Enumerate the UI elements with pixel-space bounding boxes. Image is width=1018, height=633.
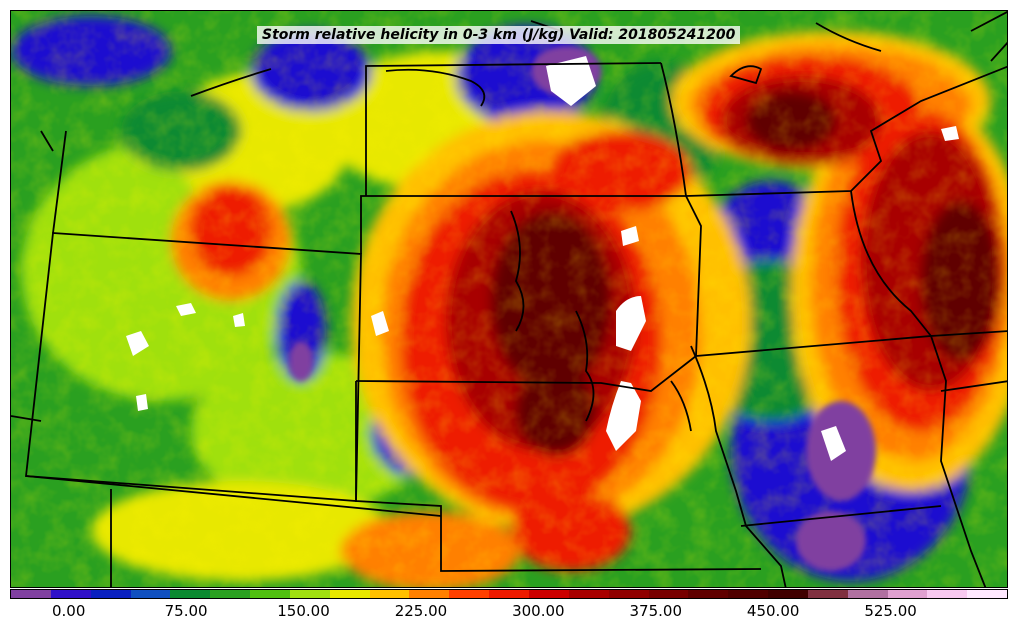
map-panel: Storm relative helicity in 0-3 km (J/kg)… bbox=[10, 10, 1008, 588]
colorbar-swatch bbox=[130, 590, 171, 598]
colorbar-swatch bbox=[11, 590, 51, 598]
colorbar-swatch bbox=[648, 590, 689, 598]
state-boundaries bbox=[11, 11, 1007, 587]
base-field-layer bbox=[11, 11, 1007, 587]
colorbar-swatch bbox=[927, 590, 968, 598]
colorbar-tick-labels: 0.00 75.00 150.00 225.00 300.00 375.00 450.00 5… bbox=[10, 602, 1008, 624]
colorbar bbox=[10, 589, 1008, 599]
colorbar-swatch bbox=[688, 590, 729, 598]
colorbar-swatch bbox=[170, 590, 211, 598]
colorbar-swatch bbox=[409, 590, 450, 598]
colorbar-swatch bbox=[768, 590, 808, 598]
colorbar-swatch bbox=[449, 590, 490, 598]
colorbar-swatch bbox=[967, 590, 1008, 598]
colorbar-swatch bbox=[568, 590, 609, 598]
colorbar-tick-label: 375.00 bbox=[629, 602, 683, 620]
colorbar-swatch bbox=[289, 590, 330, 598]
map-title: Storm relative helicity in 0-3 km (J/kg)… bbox=[257, 26, 741, 44]
colorbar-tick-label: 225.00 bbox=[394, 602, 448, 620]
colorbar-swatch bbox=[210, 590, 251, 598]
colorbar-swatch bbox=[369, 590, 410, 598]
colorbar-swatch bbox=[50, 590, 91, 598]
colorbar-swatch bbox=[489, 590, 529, 598]
colorbar-swatch bbox=[329, 590, 370, 598]
colorbar-tick-label: 450.00 bbox=[746, 602, 800, 620]
colorbar-tick-label: 150.00 bbox=[277, 602, 330, 620]
colorbar-swatch bbox=[528, 590, 569, 598]
helicity-field-map bbox=[11, 11, 1007, 587]
colorbar-swatch bbox=[847, 590, 888, 598]
colorbar-swatch bbox=[887, 590, 928, 598]
colorbar-swatch bbox=[807, 590, 848, 598]
colorbar-tick-label: 0.00 bbox=[52, 602, 86, 620]
colorbar-swatch bbox=[250, 590, 290, 598]
colorbar-swatch bbox=[608, 590, 649, 598]
colorbar-tick-label: 300.00 bbox=[512, 602, 565, 620]
colorbar-swatch bbox=[90, 590, 131, 598]
colorbar-tick-label: 525.00 bbox=[864, 602, 917, 620]
colorbar-tick-label: 75.00 bbox=[164, 602, 208, 620]
colorbar-swatch bbox=[728, 590, 769, 598]
